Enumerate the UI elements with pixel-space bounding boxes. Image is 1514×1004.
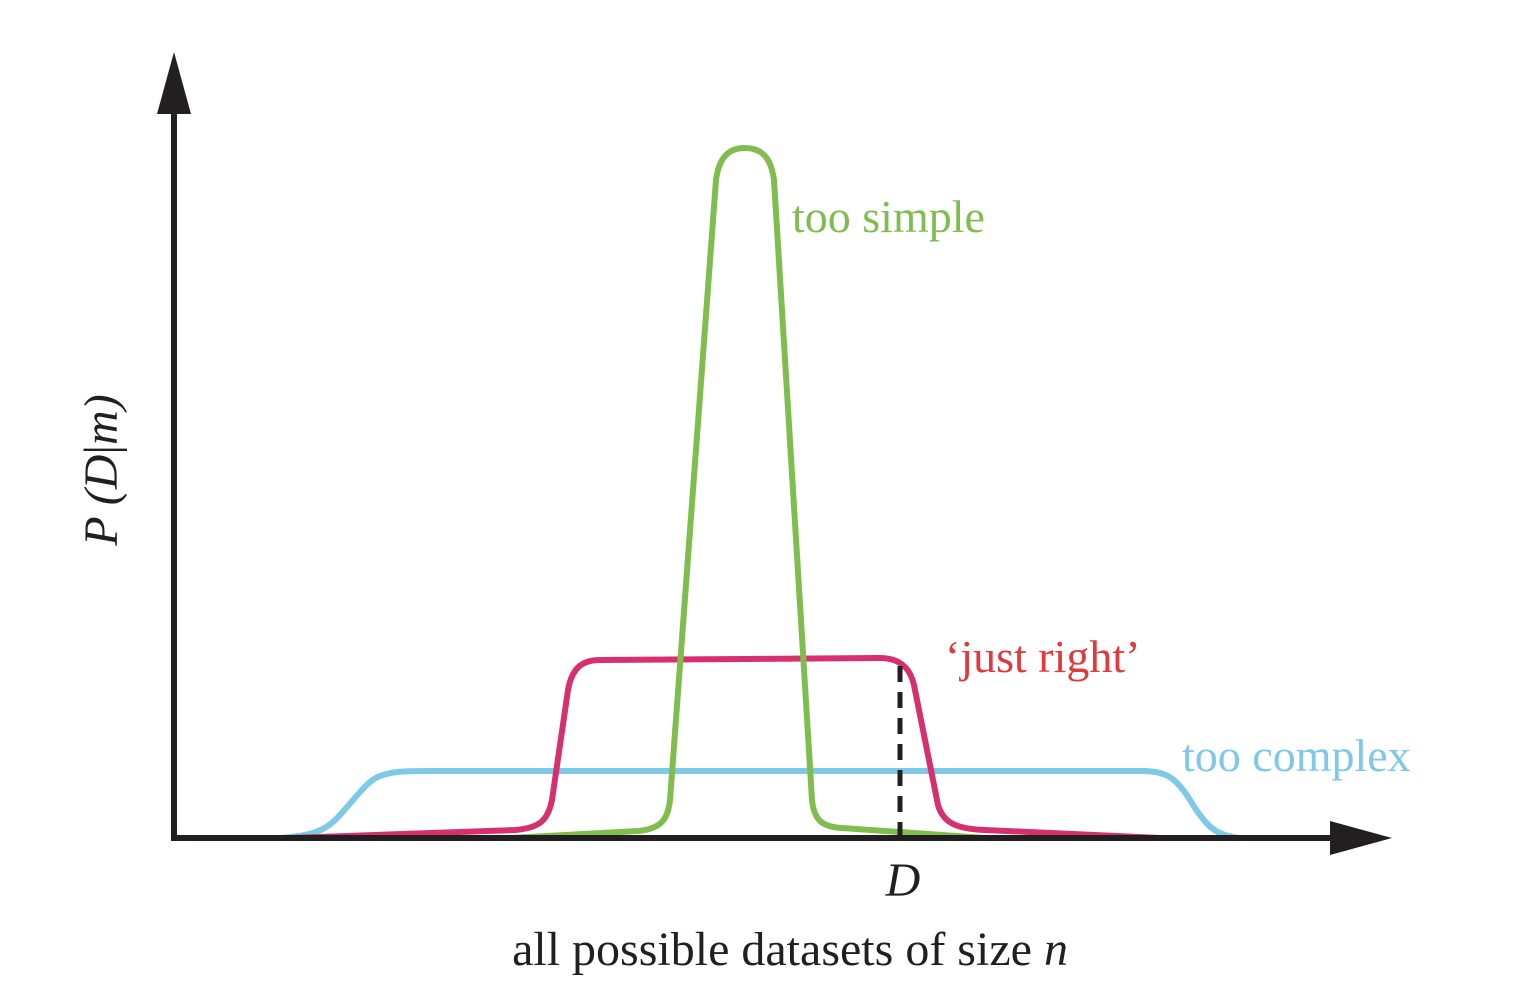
x-axis-label: all possible datasets of size n: [512, 923, 1068, 976]
dataset-marker-label: D: [885, 854, 921, 907]
just-right-curve: [287, 655, 1163, 841]
y-axis-label-suffix: ): [75, 394, 128, 413]
x-axis-label-text: all possible datasets of size: [512, 923, 1044, 976]
x-axis-arrow: [1330, 821, 1392, 855]
y-axis-label-separator: |: [75, 445, 128, 455]
y-axis-label: P (D|m): [75, 394, 128, 546]
y-axis-label-prefix: P (: [75, 486, 128, 546]
too-simple-label: too simple: [792, 191, 985, 242]
y-axis-label-given: m: [75, 410, 128, 445]
y-axis-arrow: [157, 52, 191, 114]
just-right-label: ‘just right’: [945, 631, 1140, 682]
y-axis-label-variable: D: [75, 455, 128, 491]
too-complex-label: too complex: [1182, 730, 1411, 781]
x-axis-label-variable: n: [1044, 923, 1068, 976]
too-complex-curve: [277, 768, 1243, 841]
too-simple-curve: [507, 145, 988, 841]
